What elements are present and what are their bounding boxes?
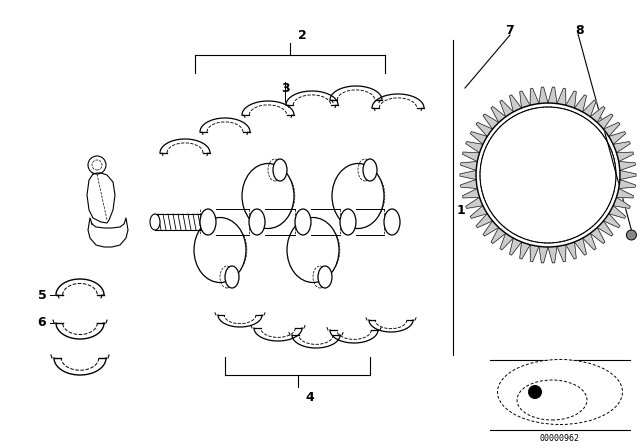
Polygon shape: [88, 218, 128, 247]
Polygon shape: [520, 242, 530, 259]
Polygon shape: [483, 114, 499, 129]
Polygon shape: [463, 189, 479, 198]
Polygon shape: [582, 100, 596, 117]
Polygon shape: [613, 197, 630, 208]
Text: 5: 5: [38, 289, 46, 302]
Polygon shape: [460, 171, 476, 180]
Polygon shape: [575, 95, 586, 112]
Polygon shape: [616, 152, 634, 162]
Polygon shape: [548, 246, 557, 263]
Ellipse shape: [318, 266, 332, 288]
Polygon shape: [509, 238, 522, 255]
Polygon shape: [557, 88, 566, 105]
Polygon shape: [520, 91, 530, 108]
Polygon shape: [461, 180, 477, 189]
Polygon shape: [575, 238, 586, 255]
Polygon shape: [548, 87, 557, 103]
Polygon shape: [620, 171, 636, 180]
Text: 4: 4: [305, 391, 314, 404]
Polygon shape: [330, 330, 378, 343]
Text: 8: 8: [576, 23, 584, 36]
Polygon shape: [54, 358, 106, 375]
Ellipse shape: [242, 164, 294, 228]
Ellipse shape: [497, 359, 623, 425]
Text: 7: 7: [506, 23, 515, 36]
Polygon shape: [461, 162, 477, 171]
Polygon shape: [483, 221, 499, 236]
Polygon shape: [470, 206, 487, 218]
Polygon shape: [200, 118, 250, 132]
Polygon shape: [582, 233, 596, 250]
Ellipse shape: [249, 209, 265, 235]
Text: 3: 3: [281, 82, 289, 95]
Polygon shape: [500, 233, 513, 250]
Polygon shape: [218, 315, 262, 327]
Circle shape: [627, 230, 636, 240]
Polygon shape: [590, 107, 605, 122]
Text: 00000962: 00000962: [540, 434, 580, 443]
Polygon shape: [160, 139, 210, 153]
Polygon shape: [539, 246, 548, 263]
Polygon shape: [56, 279, 104, 295]
Ellipse shape: [332, 164, 384, 228]
Polygon shape: [56, 323, 104, 339]
Polygon shape: [491, 107, 506, 122]
Ellipse shape: [200, 209, 216, 235]
Polygon shape: [530, 245, 539, 262]
Polygon shape: [613, 142, 630, 153]
Polygon shape: [330, 86, 382, 100]
Polygon shape: [491, 228, 506, 244]
Polygon shape: [597, 114, 613, 129]
Polygon shape: [286, 91, 338, 105]
Polygon shape: [619, 180, 636, 189]
Circle shape: [88, 156, 106, 174]
Polygon shape: [500, 100, 513, 117]
Polygon shape: [566, 242, 576, 259]
Polygon shape: [292, 335, 340, 348]
Text: 1: 1: [456, 203, 465, 216]
Ellipse shape: [225, 266, 239, 288]
Polygon shape: [466, 197, 483, 208]
Polygon shape: [476, 214, 493, 228]
Polygon shape: [476, 122, 493, 137]
Polygon shape: [590, 228, 605, 244]
Circle shape: [528, 385, 542, 399]
Ellipse shape: [340, 209, 356, 235]
Polygon shape: [470, 132, 487, 144]
Polygon shape: [466, 142, 483, 153]
Polygon shape: [87, 173, 115, 223]
Polygon shape: [539, 87, 548, 103]
Polygon shape: [566, 91, 576, 108]
Polygon shape: [463, 152, 479, 162]
Ellipse shape: [273, 159, 287, 181]
Polygon shape: [242, 101, 294, 115]
Polygon shape: [597, 221, 613, 236]
Ellipse shape: [194, 217, 246, 283]
Ellipse shape: [287, 217, 339, 283]
Polygon shape: [616, 189, 634, 198]
Polygon shape: [509, 95, 522, 112]
Polygon shape: [557, 245, 566, 262]
Ellipse shape: [363, 159, 377, 181]
Ellipse shape: [150, 214, 160, 230]
Polygon shape: [609, 132, 626, 144]
Polygon shape: [254, 328, 302, 341]
Polygon shape: [372, 94, 424, 108]
Ellipse shape: [384, 209, 400, 235]
Polygon shape: [604, 214, 620, 228]
Polygon shape: [369, 320, 413, 332]
Polygon shape: [604, 122, 620, 137]
Ellipse shape: [295, 209, 311, 235]
Polygon shape: [530, 88, 539, 105]
Polygon shape: [609, 206, 626, 218]
Polygon shape: [619, 162, 636, 171]
Text: 2: 2: [298, 29, 307, 42]
Text: 6: 6: [38, 315, 46, 328]
